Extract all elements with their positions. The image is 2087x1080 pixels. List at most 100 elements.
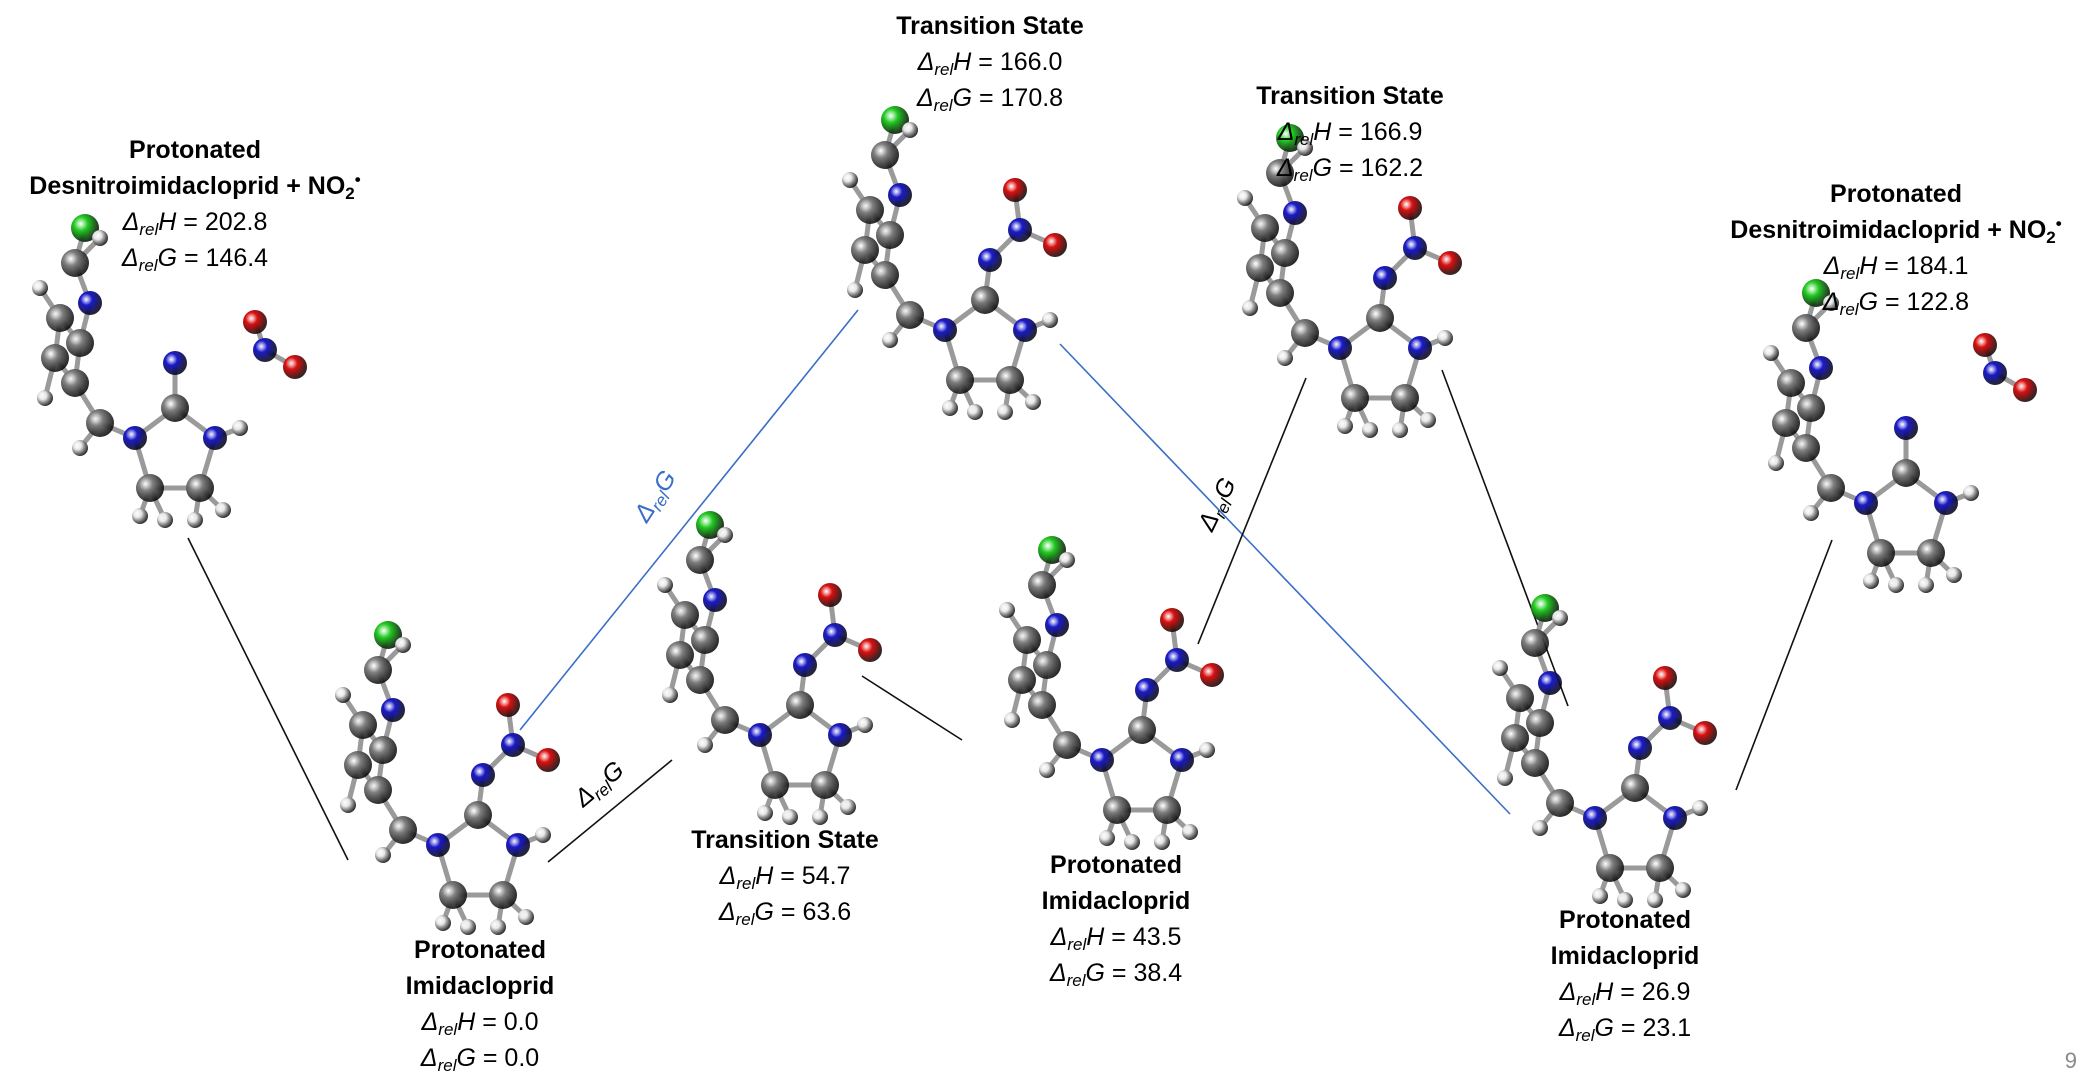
atom-o <box>1398 196 1422 220</box>
atom-c <box>1033 651 1061 679</box>
molecule-imidacloprid-middle <box>999 536 1224 850</box>
atom-c <box>364 776 392 804</box>
atom-n <box>1983 361 2007 385</box>
atom-c <box>1013 626 1041 654</box>
atom-c <box>686 666 714 694</box>
energy-symbol: H <box>755 862 774 890</box>
atom-o <box>1693 721 1717 745</box>
molecule-desnitro-right <box>1763 279 1979 593</box>
rel-subscript: rel <box>1840 264 1860 283</box>
atom-h <box>1124 834 1140 850</box>
delta-symbol: Δ <box>1823 252 1841 280</box>
energy-value: = 170.8 <box>972 84 1064 112</box>
atom-h <box>967 404 983 420</box>
formula-subscript: 2 <box>345 184 355 203</box>
atom-h <box>1199 742 1215 758</box>
atom-h <box>1337 418 1353 434</box>
rel-subscript: rel <box>1293 166 1313 185</box>
energy-symbol: G <box>157 244 178 272</box>
atom-c <box>1103 796 1131 824</box>
atom-c <box>686 546 714 574</box>
atom-o <box>283 355 307 379</box>
delta-symbol: Δ <box>1276 154 1294 182</box>
atom-h <box>187 512 203 528</box>
atom-h <box>1647 892 1663 908</box>
rel-subscript: rel <box>934 60 954 79</box>
atom-h <box>1004 712 1020 728</box>
atom-c <box>1366 304 1394 332</box>
atom-cl <box>71 214 99 242</box>
atom-c <box>1506 684 1534 712</box>
atom-o <box>1973 333 1997 357</box>
species-title-text: Imidacloprid <box>405 972 555 1000</box>
atom-c <box>1817 474 1845 502</box>
delta-symbol: Δ <box>1277 118 1295 146</box>
atom-c <box>369 736 397 764</box>
species-title-text: Imidacloprid <box>1550 942 1700 970</box>
atom-h <box>847 282 863 298</box>
energy-value: = 166.9 <box>1331 118 1423 146</box>
rel-subscript: rel <box>437 1056 457 1075</box>
atom-c <box>46 304 74 332</box>
atom-h <box>490 919 506 935</box>
atom-h <box>1497 770 1513 786</box>
species-title-text: Protonated <box>1830 180 1962 208</box>
energy-line-g: ΔrelG = 23.1 <box>1475 1010 1775 1046</box>
atom-n <box>1934 491 1958 515</box>
atom-n <box>1663 806 1687 830</box>
atom-h <box>1039 762 1055 778</box>
species-title-line: Protonated <box>1705 176 2087 212</box>
energy-symbol: H <box>953 48 972 76</box>
rel-subscript: rel <box>1294 130 1314 149</box>
energy-value: = 122.8 <box>1878 288 1970 316</box>
energy-value: = 202.8 <box>176 208 268 236</box>
molecule-no2-left <box>243 310 307 379</box>
atom-h <box>460 919 476 935</box>
atom-c <box>871 261 899 289</box>
atom-n <box>1165 648 1189 672</box>
atom-c <box>1521 629 1549 657</box>
energy-value: = 0.0 <box>475 1044 540 1072</box>
atom-c <box>1792 434 1820 462</box>
molecule-ts-high-right <box>1237 124 1462 438</box>
atom-n <box>78 291 102 315</box>
atom-n <box>703 588 727 612</box>
atom-n <box>1328 336 1352 360</box>
atom-c <box>1341 384 1369 412</box>
atom-c <box>489 881 517 909</box>
energy-symbol: H <box>1086 923 1105 951</box>
atom-c <box>1501 724 1529 752</box>
atom-c <box>344 751 372 779</box>
label-desnitro-left: Protonated Desnitroimidacloprid + NO2• Δre… <box>0 132 390 276</box>
atom-h <box>375 847 391 863</box>
atom-o <box>818 583 842 607</box>
atom-h <box>435 915 451 931</box>
species-title-line: Imidacloprid <box>330 968 630 1004</box>
species-title-text: Protonated <box>1559 906 1691 934</box>
species-title-text: Desnitroimidacloprid + NO <box>1730 216 2047 244</box>
atom-c <box>1391 384 1419 412</box>
atom-o <box>1438 251 1462 275</box>
atom-c <box>666 641 694 669</box>
atom-c <box>996 366 1024 394</box>
atom-h <box>157 512 173 528</box>
atom-n <box>1809 356 1833 380</box>
atom-h <box>1768 455 1784 471</box>
species-title-line: Transition State <box>1200 78 1500 114</box>
atom-n <box>1135 678 1159 702</box>
energy-value: = 54.7 <box>773 862 851 890</box>
atom-c <box>1772 409 1800 437</box>
rel-subscript: rel <box>736 874 756 893</box>
molecule-ts-high-center <box>842 106 1067 420</box>
atom-c <box>41 344 69 372</box>
rel-subscript: rel <box>1066 971 1086 990</box>
atom-cl <box>696 511 724 539</box>
atom-c <box>1797 394 1825 422</box>
atom-n <box>1013 318 1037 342</box>
energy-symbol: G <box>754 898 774 926</box>
energy-line-h: ΔrelH = 0.0 <box>330 1004 630 1040</box>
species-title-text: Desnitroimidacloprid + NO <box>29 172 346 200</box>
atom-h <box>1918 577 1934 593</box>
species-title-line: Desnitroimidacloprid + NO2• <box>1705 212 2087 248</box>
